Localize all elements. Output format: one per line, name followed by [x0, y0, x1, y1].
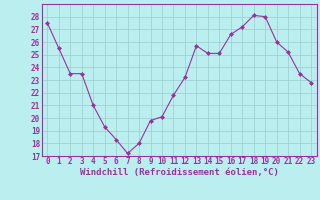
X-axis label: Windchill (Refroidissement éolien,°C): Windchill (Refroidissement éolien,°C)	[80, 168, 279, 177]
